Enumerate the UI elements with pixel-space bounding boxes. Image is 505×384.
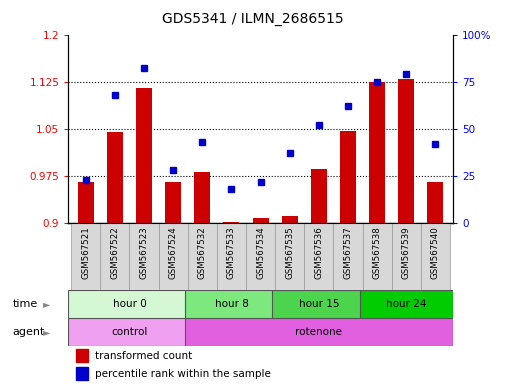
Text: rotenone: rotenone [295, 327, 342, 337]
FancyBboxPatch shape [359, 290, 452, 318]
FancyBboxPatch shape [71, 223, 100, 290]
Text: ►: ► [43, 299, 50, 309]
FancyBboxPatch shape [420, 223, 449, 290]
FancyBboxPatch shape [68, 318, 190, 346]
Bar [76, 367, 87, 380]
Text: GSM567537: GSM567537 [343, 227, 352, 279]
Text: GSM567538: GSM567538 [372, 227, 381, 279]
Text: GSM567535: GSM567535 [285, 227, 293, 279]
Text: GSM567534: GSM567534 [256, 227, 265, 279]
Text: GSM567540: GSM567540 [430, 227, 439, 279]
FancyBboxPatch shape [217, 223, 245, 290]
Bar [107, 132, 123, 223]
Bar [165, 182, 181, 223]
Text: hour 15: hour 15 [298, 299, 338, 309]
Text: GSM567532: GSM567532 [197, 227, 207, 279]
Bar [339, 131, 356, 223]
Text: GSM567539: GSM567539 [401, 227, 410, 279]
Bar [281, 215, 297, 223]
FancyBboxPatch shape [68, 290, 190, 318]
Bar [368, 82, 384, 223]
Text: hour 24: hour 24 [385, 299, 426, 309]
Bar [194, 172, 210, 223]
FancyBboxPatch shape [362, 223, 391, 290]
Text: GSM567522: GSM567522 [110, 227, 119, 279]
Text: percentile rank within the sample: percentile rank within the sample [95, 369, 271, 379]
Bar [427, 182, 442, 223]
Text: GSM567521: GSM567521 [81, 227, 90, 279]
Bar [136, 88, 152, 223]
Bar [78, 182, 93, 223]
Bar [252, 218, 268, 223]
Text: hour 0: hour 0 [113, 299, 146, 309]
FancyBboxPatch shape [184, 290, 278, 318]
Text: agent: agent [13, 327, 45, 337]
Text: control: control [111, 327, 147, 337]
Text: GSM567523: GSM567523 [139, 227, 148, 279]
FancyBboxPatch shape [184, 318, 452, 346]
Text: GSM567533: GSM567533 [227, 227, 235, 279]
Text: transformed count: transformed count [95, 351, 192, 361]
FancyBboxPatch shape [391, 223, 420, 290]
Bar [76, 349, 87, 362]
Text: GSM567524: GSM567524 [168, 227, 177, 279]
Bar [310, 169, 326, 223]
Text: GSM567536: GSM567536 [314, 227, 323, 279]
FancyBboxPatch shape [129, 223, 158, 290]
Text: time: time [13, 299, 38, 309]
FancyBboxPatch shape [245, 223, 275, 290]
FancyBboxPatch shape [158, 223, 187, 290]
Bar [223, 222, 239, 223]
Text: GDS5341 / ILMN_2686515: GDS5341 / ILMN_2686515 [162, 12, 343, 25]
FancyBboxPatch shape [187, 223, 217, 290]
FancyBboxPatch shape [100, 223, 129, 290]
FancyBboxPatch shape [304, 223, 333, 290]
FancyBboxPatch shape [333, 223, 362, 290]
FancyBboxPatch shape [275, 223, 304, 290]
Text: hour 8: hour 8 [214, 299, 248, 309]
FancyBboxPatch shape [272, 290, 365, 318]
Text: ►: ► [43, 327, 50, 337]
Bar [397, 79, 414, 223]
